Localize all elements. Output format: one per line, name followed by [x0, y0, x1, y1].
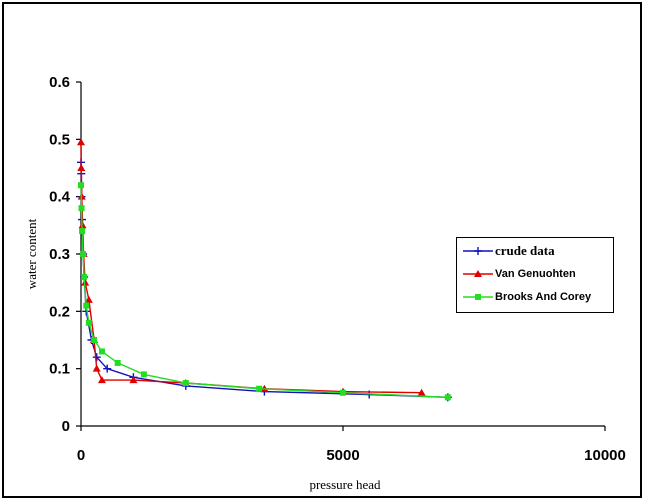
- legend-label: Van Genuohten: [495, 268, 576, 280]
- x-axis-title: pressure head: [309, 477, 381, 492]
- legend-swatch-van-genuohten: [463, 270, 493, 277]
- y-axis-title: water content: [24, 218, 39, 289]
- y-tick-label: 0.1: [49, 361, 70, 378]
- legend-item-brooks-and-corey: Brooks And Corey: [463, 288, 591, 306]
- legend-item-crude-data: crude data: [463, 242, 555, 260]
- data-point-van-genuohten: [84, 295, 93, 303]
- data-point-brooks-and-corey: [85, 319, 92, 326]
- y-tick-label: 0.4: [49, 189, 71, 206]
- x-axis-ticks: 0 5000 10000: [77, 426, 626, 464]
- legend: crude data Van Genuohten Brooks And Core…: [456, 237, 614, 313]
- y-tick-label: 0.5: [49, 131, 70, 148]
- data-point-brooks-and-corey: [78, 182, 84, 189]
- legend-label: Brooks And Corey: [495, 291, 592, 303]
- x-tick-label: 5000: [326, 447, 359, 464]
- data-point-van-genuohten: [77, 138, 85, 146]
- x-tick-label: 10000: [584, 447, 626, 464]
- data-point-brooks-and-corey: [114, 359, 121, 366]
- data-point-van-genuohten: [78, 221, 87, 229]
- data-point-brooks-and-corey: [80, 251, 87, 257]
- data-point-brooks-and-corey: [256, 385, 263, 392]
- data-point-brooks-and-corey: [182, 380, 189, 386]
- data-point-brooks-and-corey: [91, 337, 98, 343]
- x-tick-label: 0: [77, 447, 85, 464]
- series-line-van-genuohten: [80, 142, 422, 394]
- data-point-van-genuohten: [97, 376, 106, 384]
- data-point-brooks-and-corey: [340, 389, 346, 396]
- data-point-brooks-and-corey: [98, 348, 105, 355]
- data-point-brooks-and-corey: [83, 302, 90, 309]
- legend-swatch-crude-data: [463, 247, 493, 255]
- y-tick-label: 0: [62, 418, 70, 435]
- data-point-van-genuohten: [81, 278, 90, 286]
- series-layer: [77, 138, 452, 402]
- series-line-brooks-and-corey: [80, 185, 448, 398]
- legend-marker: [474, 270, 482, 277]
- data-point-van-genuohten: [417, 388, 426, 396]
- series-crude-data: [77, 158, 452, 402]
- data-point-brooks-and-corey: [140, 371, 147, 378]
- legend-label: crude data: [495, 243, 555, 258]
- series-van-genuohten: [77, 138, 426, 396]
- data-point-van-genuohten: [129, 376, 138, 384]
- data-point-brooks-and-corey: [81, 273, 88, 280]
- data-point-van-genuohten: [92, 364, 101, 372]
- data-point-crude-data: [103, 364, 112, 373]
- legend-marker: [474, 247, 482, 255]
- y-tick-label: 0.3: [49, 246, 70, 263]
- data-point-brooks-and-corey: [444, 394, 451, 401]
- data-point-van-genuohten: [260, 384, 269, 392]
- data-point-brooks-and-corey: [79, 228, 86, 235]
- series-brooks-and-corey: [78, 182, 451, 401]
- y-tick-label: 0.6: [49, 74, 70, 91]
- legend-marker: [475, 294, 481, 300]
- legend-swatch-brooks-and-corey: [463, 294, 493, 300]
- data-point-crude-data: [92, 353, 101, 362]
- data-point-van-genuohten: [77, 164, 86, 171]
- y-tick-label: 0.2: [49, 303, 70, 320]
- y-axis-ticks: 0 0.1 0.2 0.3 0.4 0.5 0.6: [49, 74, 81, 435]
- data-point-brooks-and-corey: [78, 205, 85, 212]
- legend-item-van-genuohten: Van Genuohten: [463, 265, 576, 283]
- series-line-crude-data: [80, 162, 448, 398]
